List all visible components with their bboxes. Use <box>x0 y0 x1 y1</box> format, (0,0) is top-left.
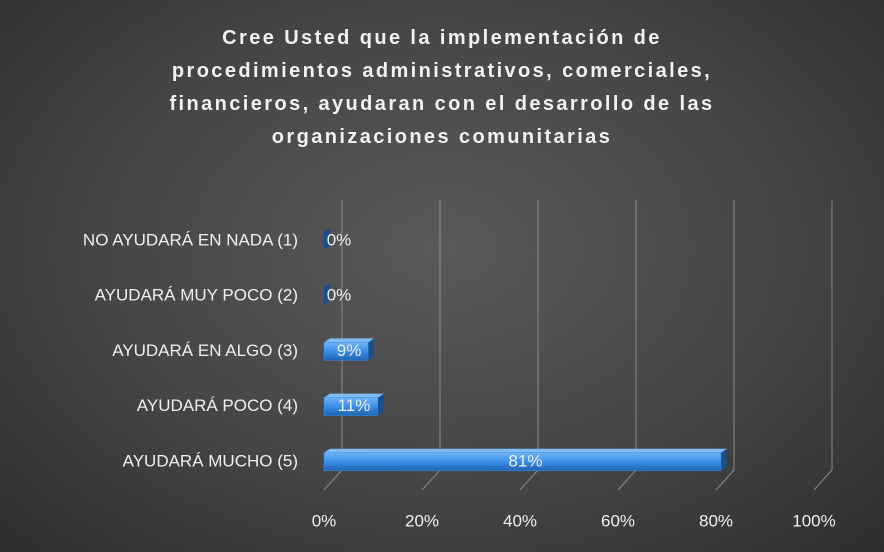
x-tick-label: 0% <box>312 511 337 530</box>
grid-line <box>715 200 735 491</box>
grid-line <box>421 200 441 491</box>
bar <box>323 452 722 472</box>
bar-side <box>377 393 384 416</box>
x-tick-label: 20% <box>405 511 439 530</box>
bar-side <box>324 283 330 306</box>
chart-title: Cree Usted que la implementación de proc… <box>169 27 715 148</box>
x-tick-label: 60% <box>601 511 635 530</box>
grid-line <box>617 200 637 491</box>
y-tick-label: AYUDARÁ MUCHO (5) <box>123 451 298 470</box>
bar-top <box>324 338 375 343</box>
grid-line <box>813 200 833 491</box>
grid-line <box>519 200 539 491</box>
bar <box>323 342 369 361</box>
data-label: 0% <box>327 286 352 305</box>
data-label: 0% <box>327 230 352 249</box>
bar-top <box>324 448 727 453</box>
y-tick-label: AYUDARÁ EN ALGO (3) <box>112 341 298 360</box>
data-label: 81% <box>508 451 542 470</box>
bar-side <box>324 228 330 250</box>
bar-side <box>368 338 375 361</box>
y-tick-label: NO AYUDARÁ EN NADA (1) <box>83 230 298 249</box>
x-tick-label: 100% <box>792 511 835 530</box>
bar-side <box>720 448 727 471</box>
x-tick-label: 80% <box>699 511 733 530</box>
y-tick-label: AYUDARÁ POCO (4) <box>137 396 298 415</box>
x-tick-label: 40% <box>503 511 537 530</box>
bar-top <box>324 393 384 398</box>
bar <box>323 397 379 416</box>
data-label: 11% <box>338 396 371 415</box>
data-label: 9% <box>337 341 362 360</box>
y-tick-label: AYUDARÁ MUY POCO (2) <box>95 286 298 305</box>
